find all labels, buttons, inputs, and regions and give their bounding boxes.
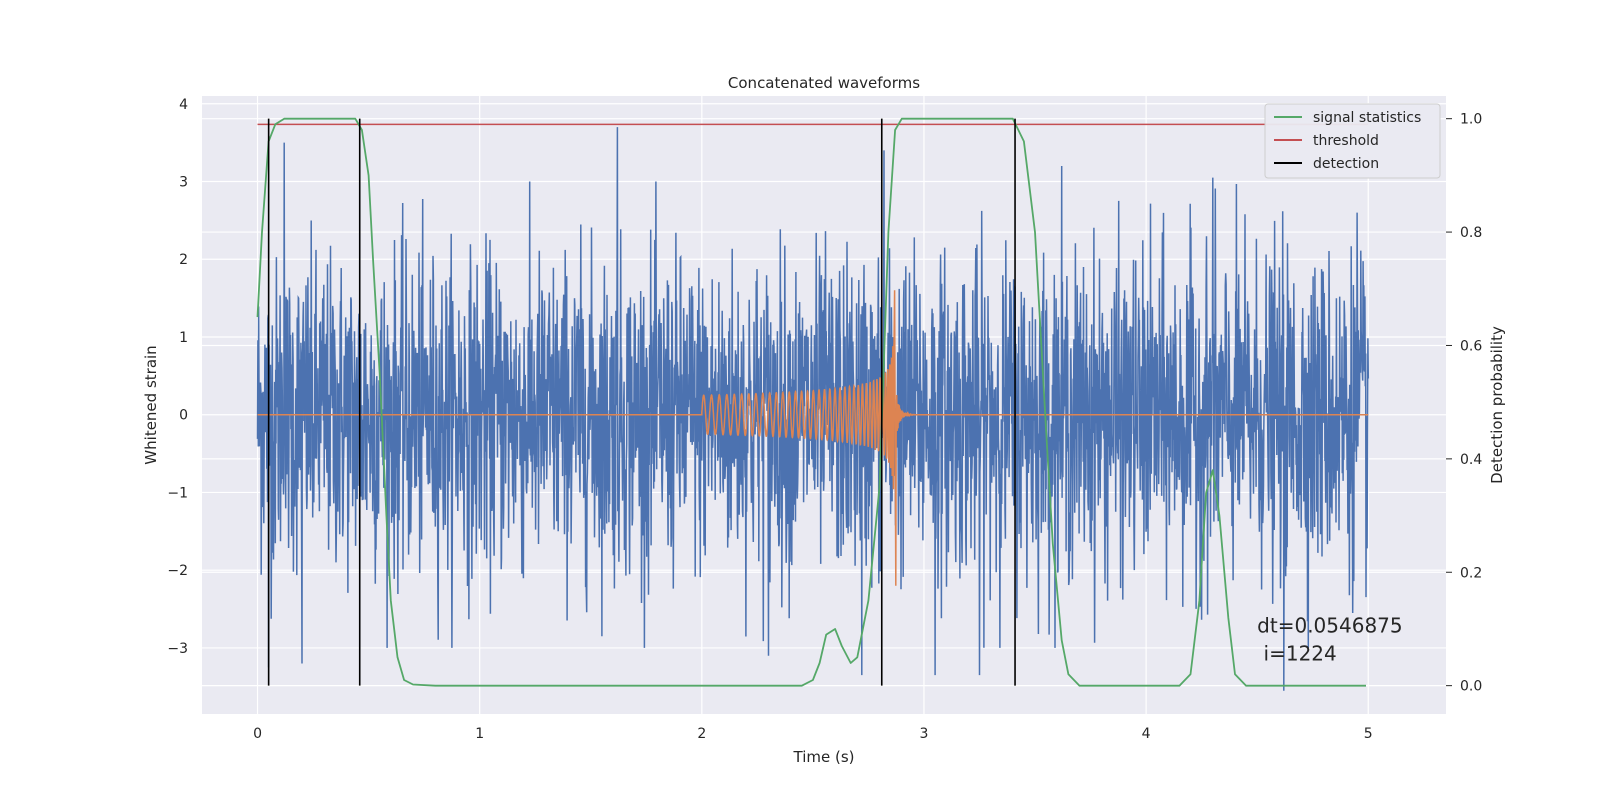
y-right-tick-label: 0.2 — [1460, 565, 1482, 581]
annotation: dt=0.0546875 i=1224 — [1257, 613, 1402, 665]
chart-title: Concatenated waveforms — [728, 74, 920, 92]
axis-layer: 0 1 2 3 4 5 −3 −2 −1 0 1 2 3 4 0.0 0.2 0.4 0.6 0.8 1.0 — [167, 97, 1482, 742]
y-tick-label: −2 — [167, 563, 188, 579]
y-tick-label: 3 — [179, 175, 188, 191]
y-tick-label: 1 — [179, 330, 188, 346]
series-line-whitened-strain — [256, 127, 1370, 691]
x-tick-label: 2 — [697, 726, 706, 742]
legend-label-threshold: threshold — [1313, 133, 1379, 149]
legend-box — [1264, 103, 1441, 179]
x-tick-label: 1 — [475, 726, 484, 742]
y-right-tick-label: 0.6 — [1460, 338, 1482, 354]
series-layer — [256, 117, 1370, 691]
y-tick-label: 0 — [179, 408, 188, 424]
x-tick-label: 5 — [1364, 726, 1373, 742]
x-tick-label: 4 — [1142, 726, 1151, 742]
y-tick-label: −1 — [167, 485, 188, 501]
y-axis-label: Whitened strain — [142, 345, 160, 464]
series-line-signal-statistics — [256, 117, 1366, 687]
legend-label-signal-statistics: signal statistics — [1313, 110, 1421, 126]
y-right-tick-label: 0.4 — [1460, 452, 1482, 468]
y-right-tick-label: 0.0 — [1460, 679, 1482, 695]
annotation-line-1: dt=0.0546875 — [1257, 613, 1402, 637]
x-tick-label: 3 — [920, 726, 929, 742]
annotation-line-2: i=1224 — [1257, 641, 1337, 665]
series-line-chirp-template — [257, 290, 1369, 586]
x-axis-label: Time (s) — [793, 748, 855, 766]
legend: signal statistics threshold detection — [1264, 103, 1441, 179]
x-tick-label: 0 — [253, 726, 262, 742]
y-axis-right-label: Detection probability — [1488, 326, 1506, 484]
legend-label-detection: detection — [1313, 156, 1379, 172]
y-right-tick-label: 1.0 — [1460, 112, 1482, 128]
y-tick-label: 2 — [179, 252, 188, 268]
y-tick-label: 4 — [179, 97, 188, 113]
y-tick-label: −3 — [167, 641, 188, 657]
y-right-tick-label: 0.8 — [1460, 225, 1482, 241]
